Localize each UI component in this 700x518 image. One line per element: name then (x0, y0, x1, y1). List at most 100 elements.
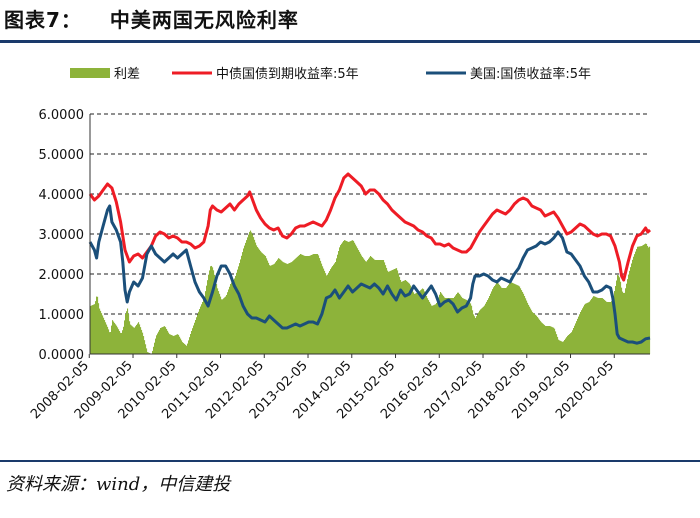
spread-bar (91, 305, 93, 354)
spread-bar (324, 270, 326, 354)
spread-bar (175, 335, 177, 354)
spread-bar (419, 291, 421, 354)
spread-bar (646, 243, 648, 354)
spread-bar (563, 341, 565, 354)
spread-bar (388, 271, 390, 354)
legend-swatch-spread (70, 68, 110, 78)
spread-bar (462, 298, 464, 354)
spread-bar (445, 298, 447, 354)
spread-bar (188, 340, 190, 354)
spread-bar (285, 263, 287, 354)
spread-bar (638, 246, 640, 354)
spread-bar (555, 331, 557, 354)
spread-bar (559, 340, 561, 354)
legend-label-spread: 利差 (114, 67, 140, 82)
spread-bar (165, 327, 167, 354)
spread-bar (304, 255, 306, 354)
spread-bar (237, 269, 239, 354)
spread-bar (589, 301, 591, 354)
spread-bar (619, 277, 621, 354)
spread-bar (291, 262, 293, 354)
spread-bar (521, 290, 523, 354)
spread-bar (516, 284, 518, 354)
spread-bar (624, 292, 626, 354)
spread-bar (132, 326, 134, 354)
spread-bar (494, 285, 496, 354)
spread-bar (202, 302, 204, 354)
spread-bar (204, 296, 206, 354)
spread-bar (500, 286, 502, 354)
spread-bar (503, 288, 505, 354)
spread-bar (343, 241, 345, 354)
spread-bar (609, 302, 611, 354)
spread-bar (348, 241, 350, 354)
spread-bar (628, 274, 630, 354)
spread-bar (182, 342, 184, 354)
spread-bar (134, 327, 136, 354)
y-tick-label: 0.0000 (39, 348, 85, 363)
spread-bar (544, 325, 546, 354)
spread-bar (170, 334, 172, 354)
spread-bar (197, 314, 199, 354)
spread-bar (232, 281, 234, 354)
spread-bar (376, 260, 378, 354)
spread-bar (355, 244, 357, 354)
spread-bar (626, 283, 628, 354)
spread-bar (643, 244, 645, 354)
spread-bar (438, 297, 440, 354)
spread-bar (192, 328, 194, 354)
spread-bar (312, 254, 314, 354)
spread-bar (552, 327, 554, 354)
spread-bar (262, 253, 264, 354)
spread-bar (334, 263, 336, 354)
spread-bar (632, 259, 634, 354)
spread-bar (129, 321, 131, 354)
spread-bar (481, 308, 483, 354)
spread-bar (124, 320, 126, 354)
spread-bar (305, 256, 307, 354)
spread-bar (203, 299, 205, 354)
spread-bar (223, 298, 225, 354)
spread-bar (307, 256, 309, 354)
spread-bar (647, 245, 649, 354)
spread-bar (637, 246, 639, 354)
spread-bar (278, 258, 280, 354)
spread-bar (231, 282, 233, 354)
spread-bar (556, 334, 558, 354)
spread-bar (309, 255, 311, 354)
spread-bar (449, 298, 451, 354)
spread-bar (566, 337, 568, 354)
spread-bar (548, 326, 550, 354)
spread-bar (578, 316, 580, 354)
spread-bar (255, 242, 257, 354)
footer-rule (0, 460, 700, 462)
spread-bar (410, 285, 412, 354)
spread-bar (367, 260, 369, 354)
spread-bar (507, 286, 509, 354)
spread-bar (365, 261, 367, 354)
spread-bar (350, 241, 352, 354)
spread-bar (610, 302, 612, 354)
spread-bar (235, 276, 237, 354)
spread-bar (433, 305, 435, 354)
spread-bar (109, 332, 111, 354)
spread-bar (257, 247, 259, 354)
spread-bar (292, 261, 294, 354)
spread-bar (302, 254, 304, 354)
spread-bar (568, 334, 570, 354)
spread-bar (361, 255, 363, 354)
spread-bar (405, 280, 407, 354)
spread-bar (169, 334, 171, 354)
spread-bar (226, 294, 228, 354)
spread-bar (471, 305, 473, 354)
spread-bar (189, 337, 191, 354)
spread-bar (427, 298, 429, 354)
spread-bar (123, 326, 125, 354)
spread-bar (542, 323, 544, 354)
spread-bar (119, 331, 121, 354)
spread-bar (499, 284, 501, 354)
spread-bar (592, 297, 594, 354)
spread-bar (531, 310, 533, 354)
spread-bar (574, 325, 576, 354)
spread-bar (318, 255, 320, 354)
